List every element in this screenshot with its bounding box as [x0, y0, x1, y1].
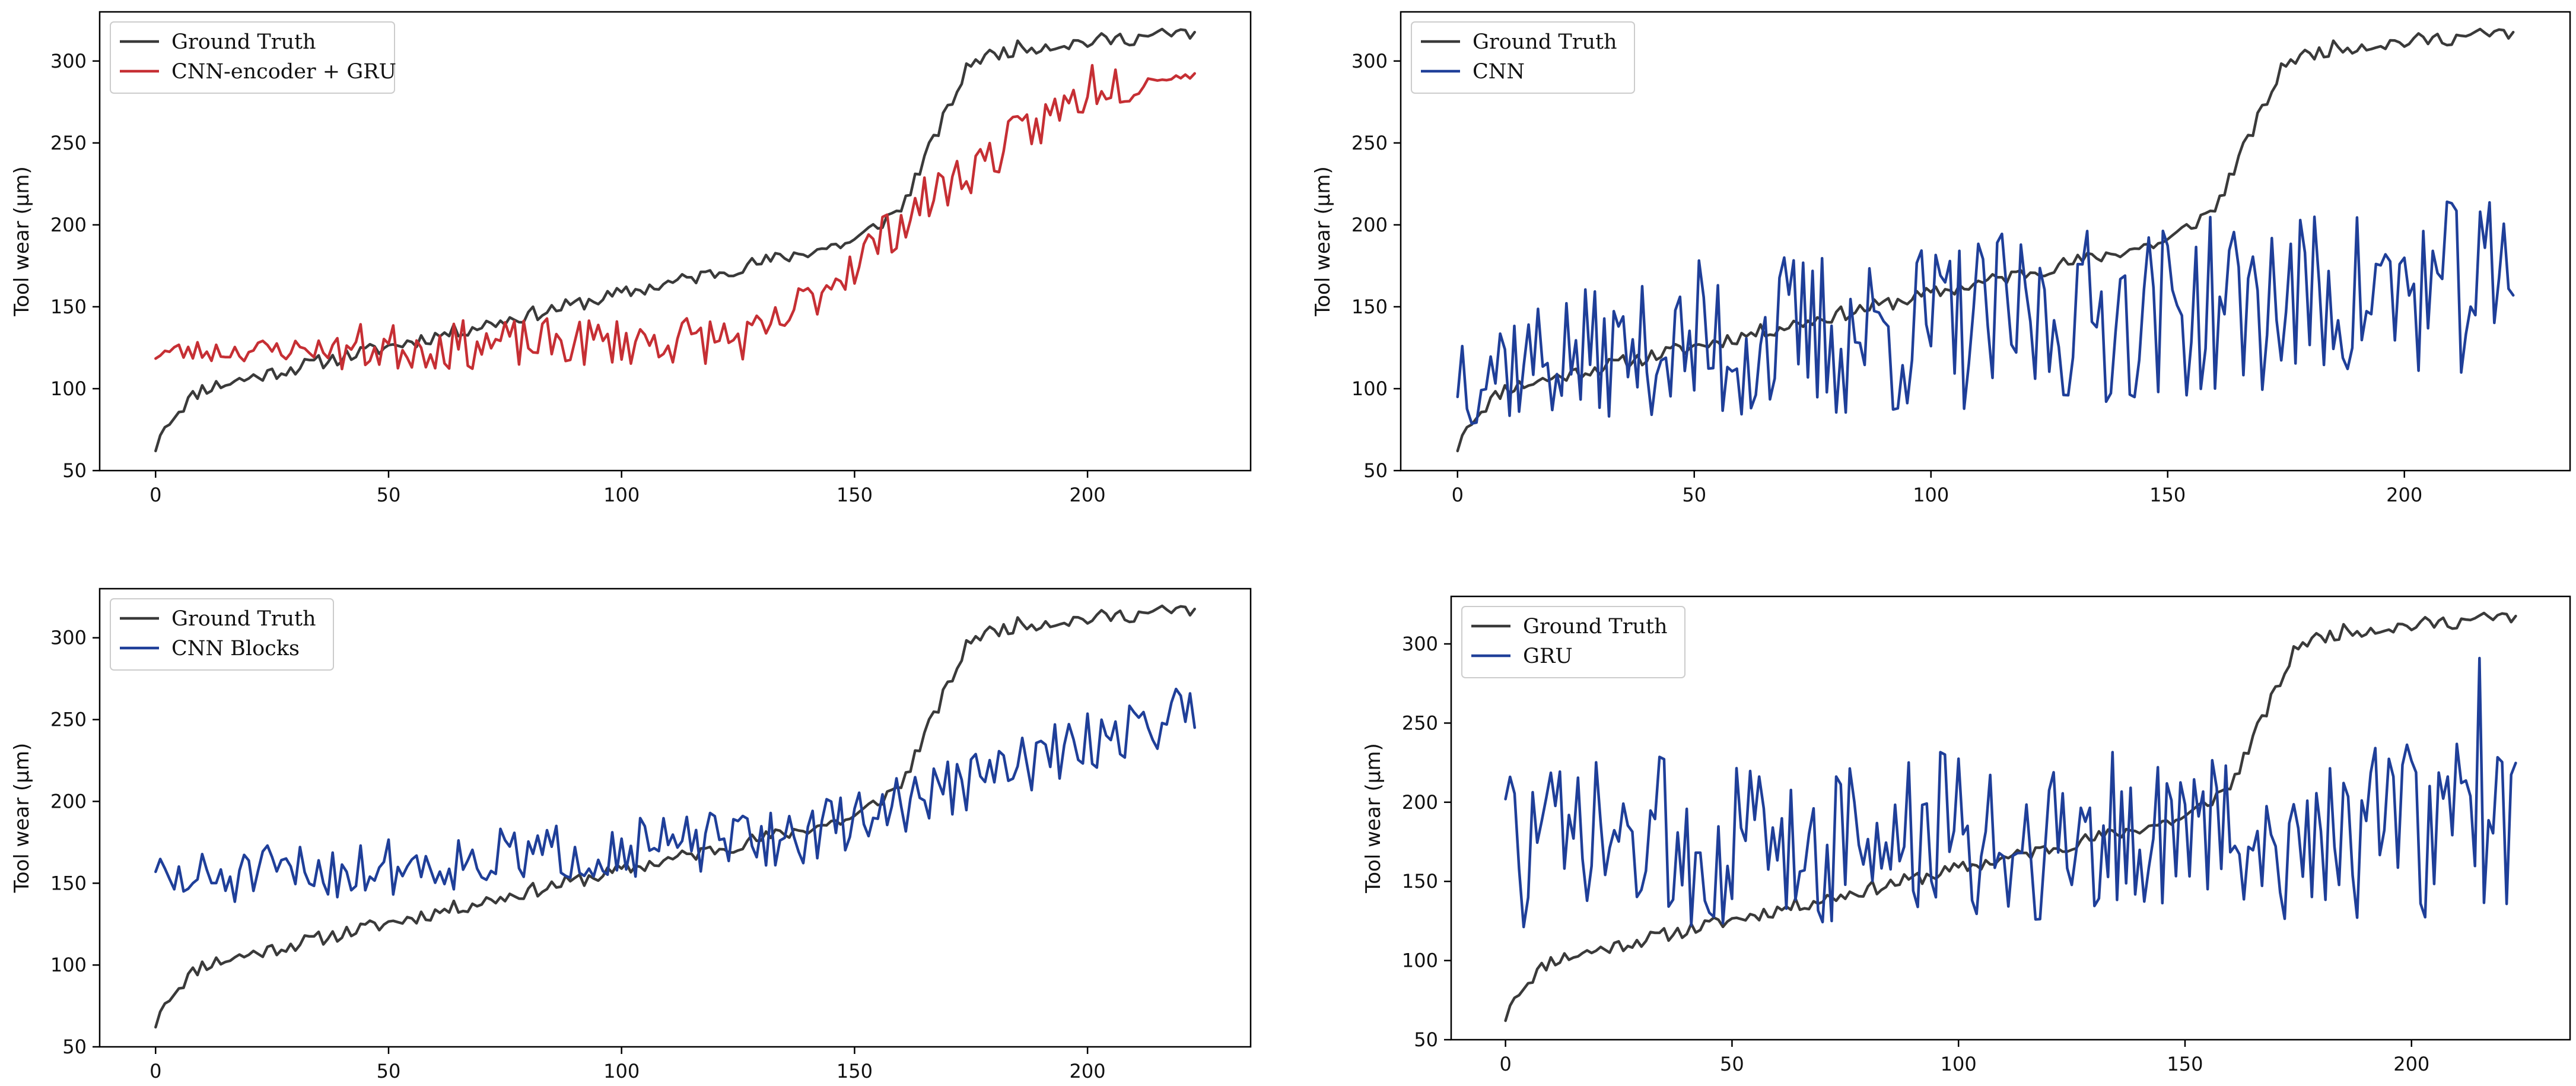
x-tick-label: 0	[1452, 484, 1464, 506]
series-line-ground-truth	[154, 604, 1196, 1029]
series-line-cnn-blocks	[154, 687, 1196, 903]
panel-gru: 0 50 100 150 200 50 100 150 200 250 300 Tool wear (…	[1362, 595, 2571, 1075]
y-axis-label: Tool wear (µm)	[10, 743, 34, 893]
panel-cnn-blocks: 0 50 100 150 200 50 100 150 200 250 300 Tool wear (…	[10, 588, 1252, 1082]
y-tick-label: 300	[1351, 50, 1388, 72]
series-line-cnn-encoder-gru	[154, 63, 1196, 371]
x-tick-label: 0	[1499, 1053, 1511, 1075]
y-tick-label: 150	[1351, 296, 1388, 318]
y-tick-label: 100	[50, 954, 87, 976]
legend: Ground Truth GRU	[1461, 606, 1685, 678]
x-tick-label: 0	[150, 484, 161, 506]
x-tick-label: 50	[377, 1060, 401, 1082]
y-axis-label: Tool wear (µm)	[1362, 743, 1385, 893]
panel-cnn-encoder-gru: 0 50 100 150 200 50 100 150 200 250 300 Tool wear (…	[10, 11, 1252, 506]
x-tick-label: 200	[1070, 1060, 1106, 1082]
y-tick-label: 150	[1402, 870, 1438, 893]
plot-frame	[98, 11, 1252, 472]
x-tick-label: 100	[1913, 484, 1949, 506]
legend-label: CNN	[1473, 60, 1525, 84]
y-tick-label: 50	[62, 1036, 87, 1058]
legend-label: Ground Truth	[171, 607, 316, 631]
plot-frame	[1400, 11, 2571, 472]
x-tick-label: 150	[837, 484, 873, 506]
plot-frame	[98, 588, 1252, 1048]
x-tick-label: 150	[2149, 484, 2186, 506]
y-tick-label: 300	[1402, 633, 1438, 655]
legend-label: Ground Truth	[171, 30, 316, 54]
plot-frame	[1450, 595, 2571, 1041]
legend-box	[1461, 606, 1685, 678]
x-tick-label: 0	[150, 1060, 161, 1082]
y-tick-label: 250	[50, 709, 87, 731]
y-axis-label: Tool wear (µm)	[10, 166, 34, 316]
x-tick-label: 100	[1941, 1053, 1977, 1075]
y-tick-label: 50	[1414, 1028, 1438, 1051]
x-tick-label: 50	[1720, 1053, 1744, 1075]
x-tick-label: 100	[603, 484, 640, 506]
series-line-gru	[1504, 656, 2517, 929]
y-tick-label: 50	[62, 459, 87, 482]
legend-box	[110, 598, 334, 671]
legend-label: Ground Truth	[1473, 30, 1617, 54]
x-tick-label: 50	[377, 484, 401, 506]
y-tick-label: 300	[50, 50, 87, 72]
y-axis-label: Tool wear (µm)	[1311, 166, 1335, 316]
x-tick-label: 50	[1682, 484, 1706, 506]
legend-label: CNN-encoder + GRU	[171, 60, 396, 84]
y-tick-label: 100	[1402, 950, 1438, 972]
series-line-ground-truth	[1504, 611, 2517, 1023]
legend: Ground Truth CNN	[1411, 21, 1635, 94]
y-tick-label: 200	[50, 214, 87, 236]
x-tick-label: 200	[2386, 484, 2422, 506]
y-tick-label: 150	[50, 872, 87, 894]
legend-label: Ground Truth	[1523, 615, 1668, 639]
series-line-cnn	[1456, 200, 2515, 425]
y-tick-label: 100	[50, 377, 87, 400]
legend: Ground Truth CNN Blocks	[110, 598, 334, 671]
y-tick-label: 250	[1351, 132, 1388, 154]
legend-label: CNN Blocks	[171, 637, 300, 661]
legend-box	[1411, 21, 1635, 94]
y-tick-label: 200	[1402, 791, 1438, 814]
y-tick-label: 100	[1351, 377, 1388, 400]
x-tick-label: 150	[2167, 1053, 2203, 1075]
legend: Ground Truth CNN-encoder + GRU	[110, 21, 396, 94]
x-tick-label: 200	[1070, 484, 1106, 506]
y-tick-label: 50	[1363, 459, 1388, 482]
x-tick-label: 100	[603, 1060, 640, 1082]
y-tick-label: 250	[50, 132, 87, 154]
legend-label: GRU	[1523, 644, 1573, 668]
series-line-ground-truth	[154, 27, 1196, 453]
y-tick-label: 300	[50, 627, 87, 649]
legend-box	[110, 21, 395, 94]
x-tick-label: 150	[837, 1060, 873, 1082]
y-tick-label: 150	[50, 296, 87, 318]
x-tick-label: 200	[2393, 1053, 2429, 1075]
panel-cnn: 0 50 100 150 200 50 100 150 200 250 300 Tool wear (…	[1311, 11, 2571, 506]
y-tick-label: 200	[50, 790, 87, 812]
y-tick-label: 200	[1351, 214, 1388, 236]
y-tick-label: 250	[1402, 712, 1438, 734]
